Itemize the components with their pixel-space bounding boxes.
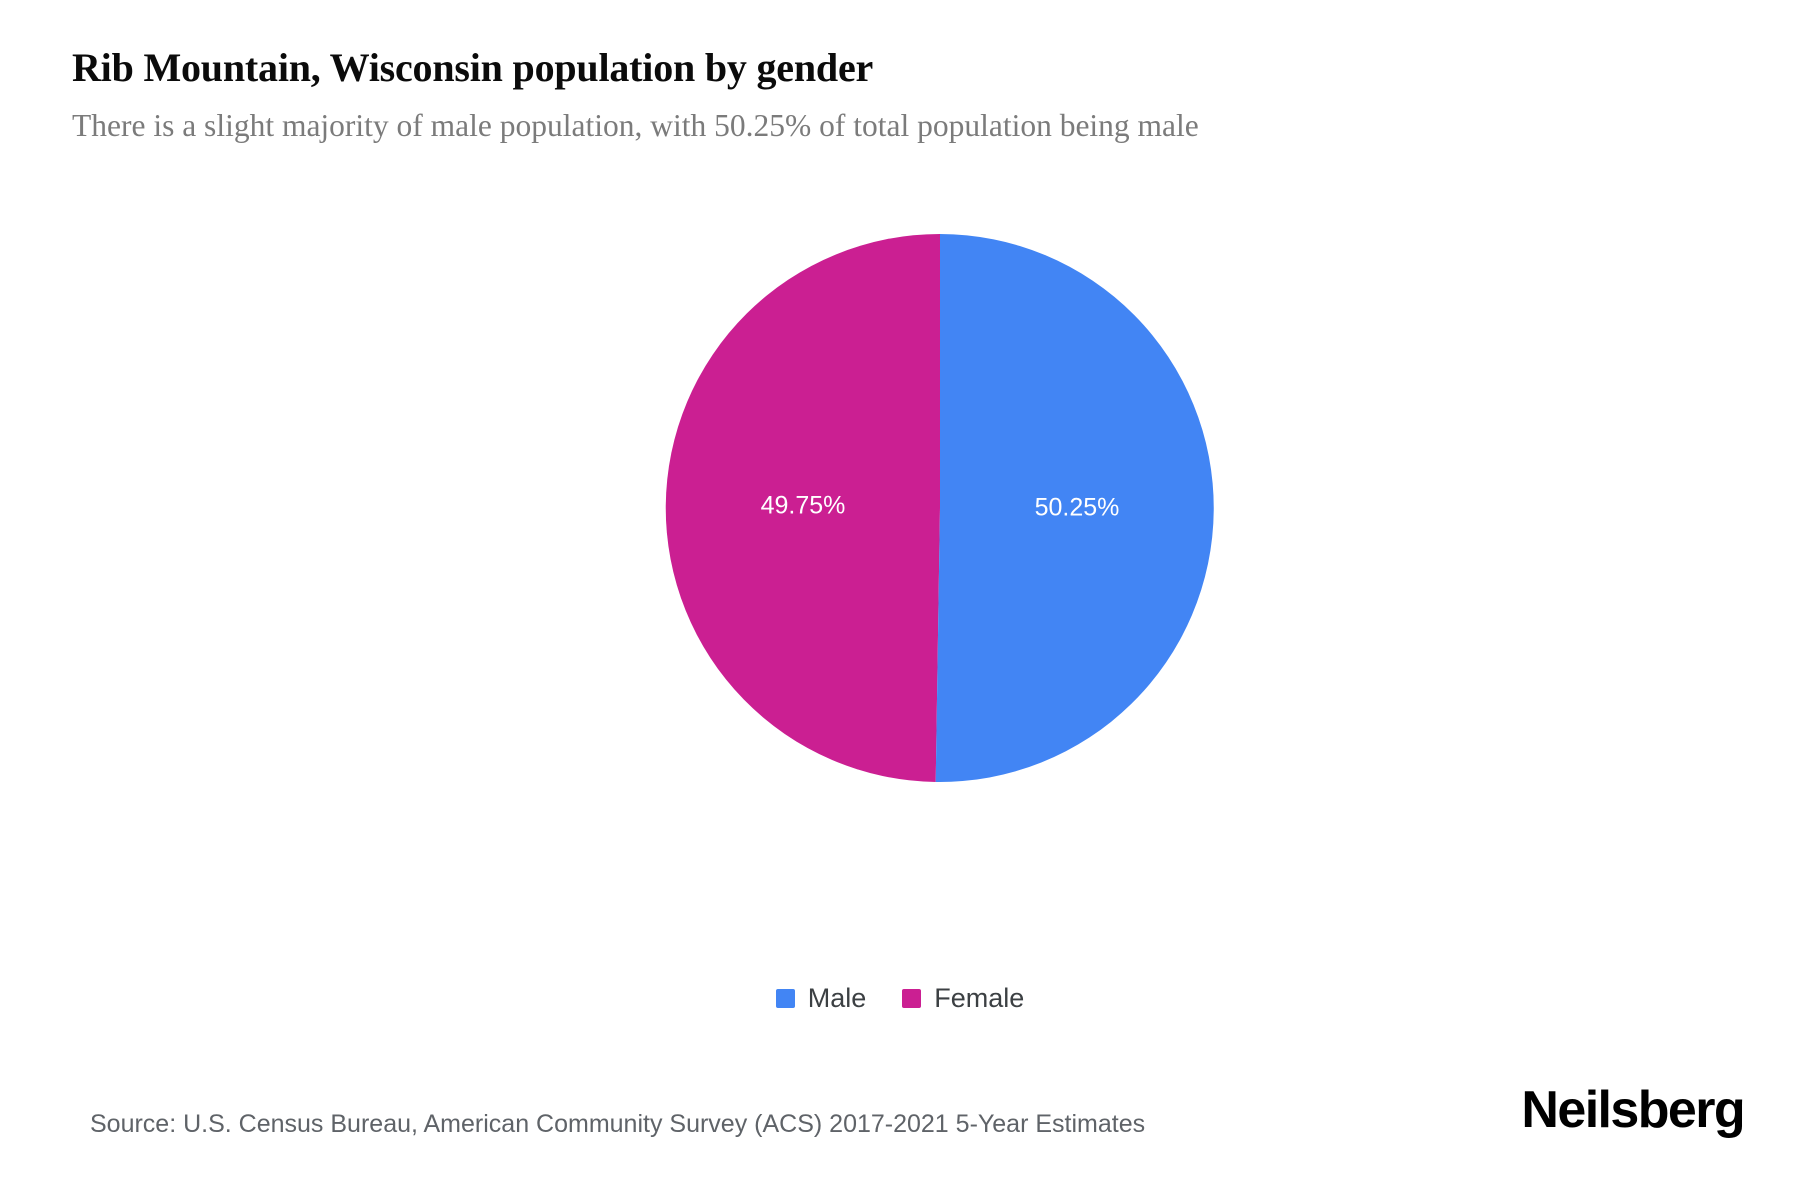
pie-chart-svg: 49.75% 50.25% xyxy=(665,233,1214,782)
pie-slice-label-female: 49.75% xyxy=(761,492,846,520)
source-attribution: Source: U.S. Census Bureau, American Com… xyxy=(90,1110,1146,1138)
legend-item-male[interactable]: Male xyxy=(775,983,867,1013)
pie-chart: 49.75% 50.25% xyxy=(665,233,1215,783)
chart-footer: Source: U.S. Census Bureau, American Com… xyxy=(0,1050,1800,1200)
legend-label-female: Female xyxy=(934,983,1025,1013)
plot-area: 49.75% 50.25% xyxy=(0,190,1800,840)
pie-slice-female[interactable] xyxy=(665,233,940,782)
page-title: Rib Mountain, Wisconsin population by ge… xyxy=(72,45,874,90)
chart-legend: Male Female xyxy=(0,985,1800,1012)
pie-slice-male[interactable] xyxy=(935,234,1214,782)
brand-logo: Neilsberg xyxy=(1521,1081,1745,1139)
legend-label-male: Male xyxy=(807,983,867,1013)
legend-swatch-male-icon xyxy=(775,989,795,1008)
pie-slice-label-male: 50.25% xyxy=(1035,494,1120,522)
legend-item-female[interactable]: Female xyxy=(902,985,1024,1012)
chart-subtitle: There is a slight majority of male popul… xyxy=(72,107,1199,143)
legend-swatch-female-icon xyxy=(902,989,922,1008)
chart-header: Rib Mountain, Wisconsin population by ge… xyxy=(72,45,1732,145)
